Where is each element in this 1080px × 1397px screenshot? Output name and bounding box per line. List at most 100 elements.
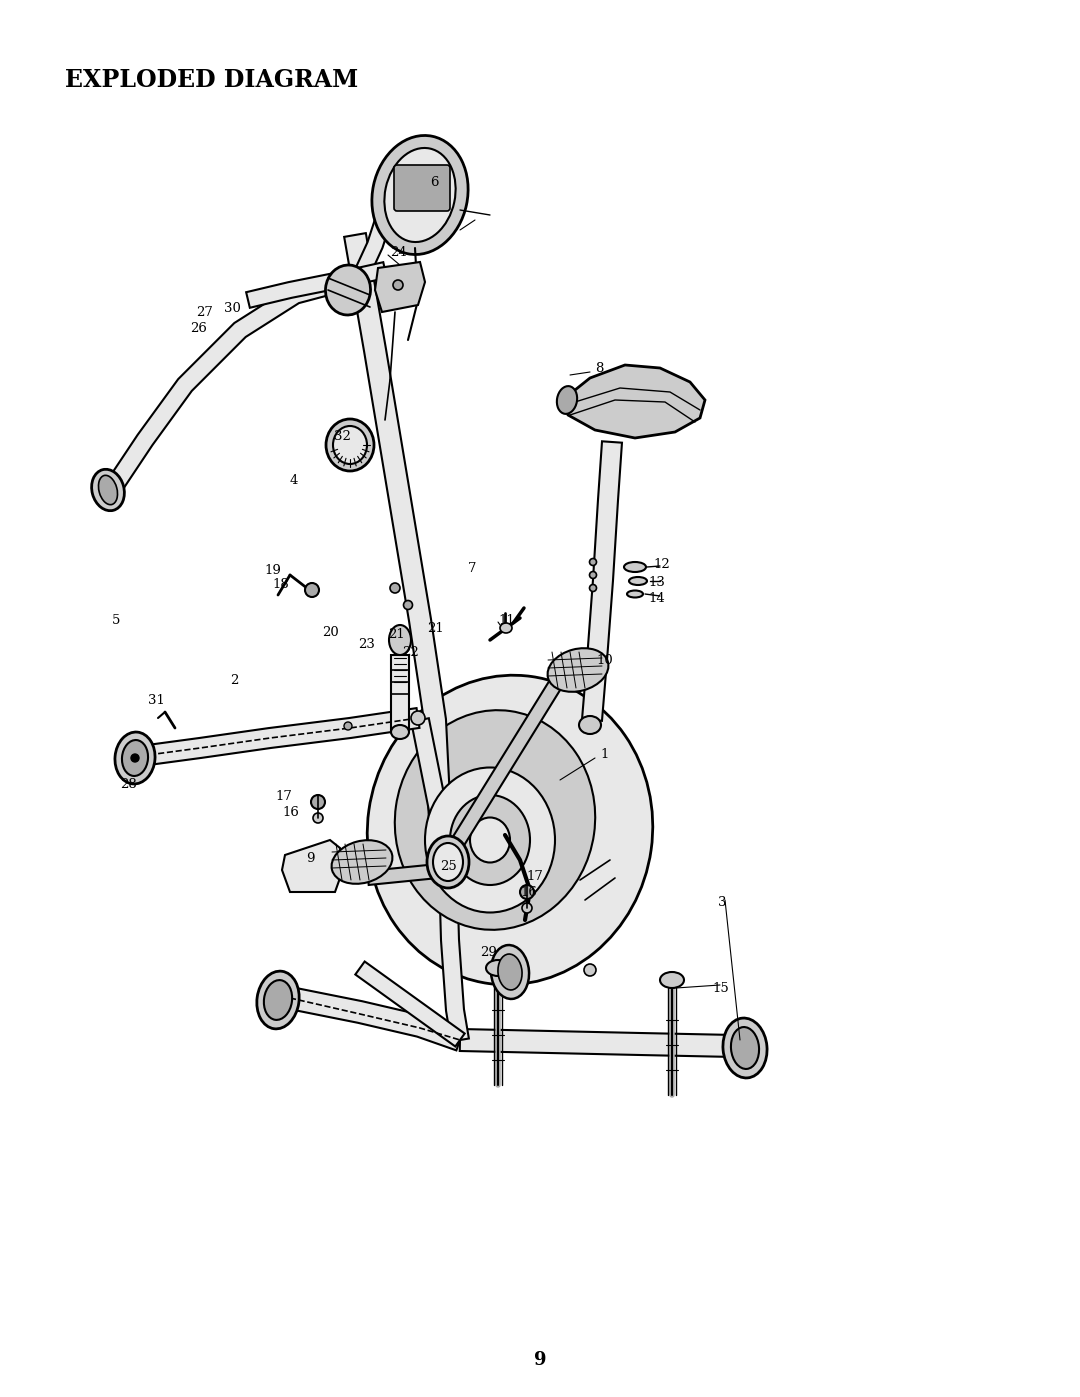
Ellipse shape [723,1018,767,1078]
Ellipse shape [372,136,468,254]
Text: EXPLODED DIAGRAM: EXPLODED DIAGRAM [65,68,359,92]
Text: 29: 29 [480,946,497,958]
Ellipse shape [98,475,118,504]
Text: 15: 15 [712,982,729,995]
Text: 26: 26 [190,321,207,334]
Text: 30: 30 [224,302,241,314]
Ellipse shape [660,972,684,988]
Text: 17: 17 [526,869,543,883]
Text: 7: 7 [468,562,476,574]
Ellipse shape [393,279,403,291]
Polygon shape [246,263,387,307]
Ellipse shape [404,601,413,609]
Ellipse shape [624,562,646,571]
Ellipse shape [427,835,469,888]
Ellipse shape [305,583,319,597]
Polygon shape [345,233,451,820]
Ellipse shape [384,148,456,242]
Ellipse shape [519,886,534,900]
Text: 2: 2 [230,673,239,686]
Ellipse shape [332,840,392,884]
FancyBboxPatch shape [394,165,450,211]
Ellipse shape [731,1027,759,1069]
Text: 1: 1 [600,749,608,761]
Ellipse shape [498,954,522,990]
Ellipse shape [579,717,600,733]
Polygon shape [375,263,426,312]
Ellipse shape [411,711,426,725]
Text: 19: 19 [264,564,281,577]
Text: 31: 31 [148,693,165,707]
Text: 8: 8 [595,362,604,374]
Ellipse shape [264,981,293,1020]
Text: 22: 22 [402,645,419,658]
Text: 14: 14 [648,591,665,605]
Polygon shape [563,365,705,439]
Ellipse shape [326,419,374,471]
Polygon shape [460,1030,735,1058]
Polygon shape [411,718,449,821]
Text: 12: 12 [653,559,670,571]
Ellipse shape [313,813,323,823]
Polygon shape [367,863,448,884]
Text: 17: 17 [275,791,292,803]
Text: 16: 16 [519,887,537,900]
Text: 6: 6 [430,176,438,190]
Polygon shape [442,682,561,862]
Text: 25: 25 [440,861,457,873]
Ellipse shape [92,469,124,511]
Ellipse shape [500,623,512,633]
Ellipse shape [367,675,652,985]
Text: 21: 21 [388,629,405,641]
Ellipse shape [590,584,596,591]
Ellipse shape [522,902,532,914]
Text: 9: 9 [306,852,314,865]
Text: 5: 5 [112,613,120,626]
Ellipse shape [557,386,577,414]
Ellipse shape [257,971,299,1028]
Ellipse shape [131,754,139,761]
Ellipse shape [333,426,367,464]
Polygon shape [288,988,463,1051]
Polygon shape [108,277,335,490]
Text: 4: 4 [291,474,298,486]
Polygon shape [355,961,464,1046]
Ellipse shape [114,732,156,784]
Polygon shape [282,840,340,893]
Ellipse shape [470,817,510,862]
Text: 10: 10 [596,655,612,668]
Text: 27: 27 [195,306,213,319]
Ellipse shape [311,795,325,809]
Text: 24: 24 [390,246,407,258]
Text: 21: 21 [427,622,444,634]
Ellipse shape [390,583,400,592]
Text: 28: 28 [120,778,137,792]
Text: 9: 9 [534,1351,546,1369]
Text: 16: 16 [282,806,299,820]
Text: 3: 3 [718,895,727,908]
Ellipse shape [627,591,643,598]
Polygon shape [351,169,399,285]
Text: 11: 11 [498,613,515,626]
Polygon shape [582,441,622,721]
Ellipse shape [590,559,596,566]
Ellipse shape [391,725,409,739]
Ellipse shape [395,710,595,930]
Text: 20: 20 [322,626,339,638]
Ellipse shape [426,767,555,912]
Ellipse shape [548,648,608,692]
Ellipse shape [450,795,530,886]
Text: 13: 13 [648,576,665,588]
Polygon shape [391,655,409,731]
Ellipse shape [486,960,510,977]
Ellipse shape [590,571,596,578]
Ellipse shape [389,624,411,655]
Polygon shape [431,819,469,1042]
Ellipse shape [491,944,529,999]
Ellipse shape [584,964,596,977]
Polygon shape [147,708,419,766]
Ellipse shape [433,842,463,882]
Text: 23: 23 [357,638,375,651]
Ellipse shape [345,722,352,731]
Ellipse shape [629,577,647,585]
